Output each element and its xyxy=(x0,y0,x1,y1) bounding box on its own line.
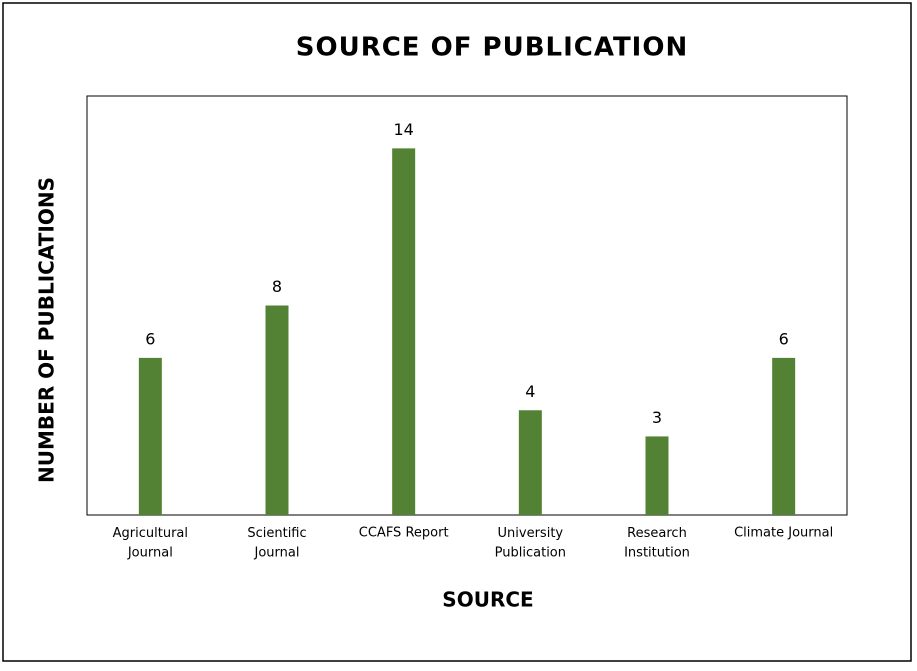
bar xyxy=(392,148,416,515)
chart-title: SOURCE OF PUBLICATION xyxy=(296,33,688,63)
x-tick-label: CCAFS Report xyxy=(359,526,449,541)
data-label: 8 xyxy=(272,277,282,296)
data-label: 4 xyxy=(525,382,535,401)
x-tick-label: Scientific Journal xyxy=(247,526,306,561)
x-tick-label: Agricultural Journal xyxy=(113,526,188,561)
bar xyxy=(265,305,289,515)
data-label: 14 xyxy=(393,120,413,139)
x-axis-label: SOURCE xyxy=(442,588,533,612)
x-tick-label: Research Institution xyxy=(624,526,690,561)
bar xyxy=(645,436,669,515)
x-tick-label: University Publication xyxy=(495,526,566,561)
chart-frame xyxy=(2,2,912,662)
plot-area xyxy=(86,95,848,516)
data-label: 6 xyxy=(145,329,155,348)
x-tick-label: Climate Journal xyxy=(734,526,833,541)
bar xyxy=(772,357,796,515)
y-axis-label: NUMBER OF PUBLICATIONS xyxy=(35,177,59,483)
data-label: 6 xyxy=(779,329,789,348)
bar xyxy=(138,357,162,515)
bar xyxy=(518,410,542,515)
data-label: 3 xyxy=(652,408,662,427)
